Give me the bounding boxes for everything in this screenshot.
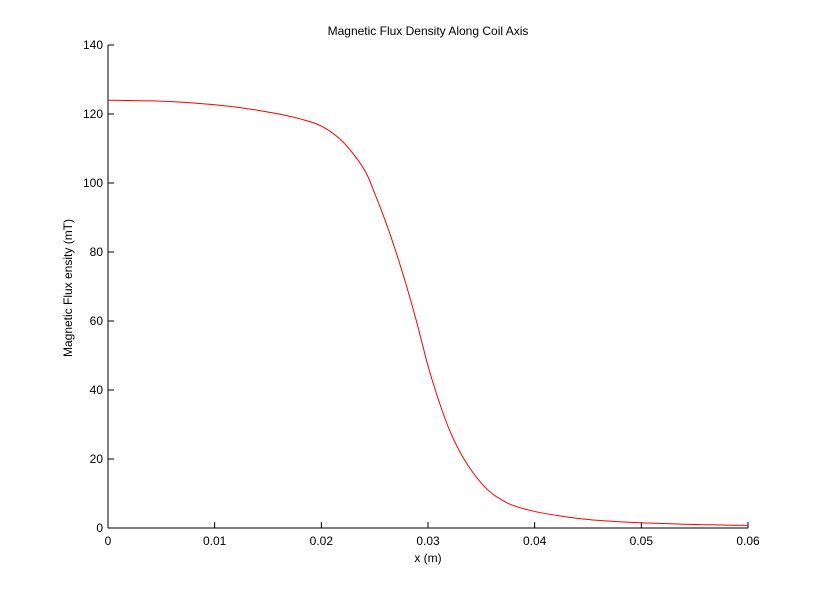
- y-axis-label: Magnetic Flux ensity (mT): [61, 219, 75, 357]
- y-tick-label: 120: [83, 107, 103, 121]
- x-ticks: 0 0.01 0.02 0.03 0.04 0.05 0.06: [105, 522, 760, 548]
- x-tick-label: 0.03: [416, 534, 440, 548]
- x-tick-label: 0.02: [310, 534, 334, 548]
- series-line-0: [107, 99, 749, 526]
- y-ticks: 0 20 40 60 80 100 120 140: [83, 38, 114, 535]
- y-tick-label: 0: [96, 521, 103, 535]
- y-tick-label: 60: [90, 314, 104, 328]
- y-tick-label: 100: [83, 176, 103, 190]
- plot-area: [108, 45, 748, 528]
- x-tick-label: 0: [105, 534, 112, 548]
- x-tick-label: 0.06: [736, 534, 760, 548]
- y-tick-label: 140: [83, 38, 103, 52]
- y-tick-label: 80: [90, 245, 104, 259]
- x-tick-label: 0.05: [630, 534, 654, 548]
- chart-title: Magnetic Flux Density Along Coil Axis: [328, 24, 529, 38]
- x-axis-label: x (m): [414, 551, 441, 565]
- x-tick-label: 0.01: [203, 534, 227, 548]
- y-tick-label: 20: [90, 452, 104, 466]
- x-tick-label: 0.04: [523, 534, 547, 548]
- y-tick-label: 40: [90, 383, 104, 397]
- series-group: [107, 99, 749, 526]
